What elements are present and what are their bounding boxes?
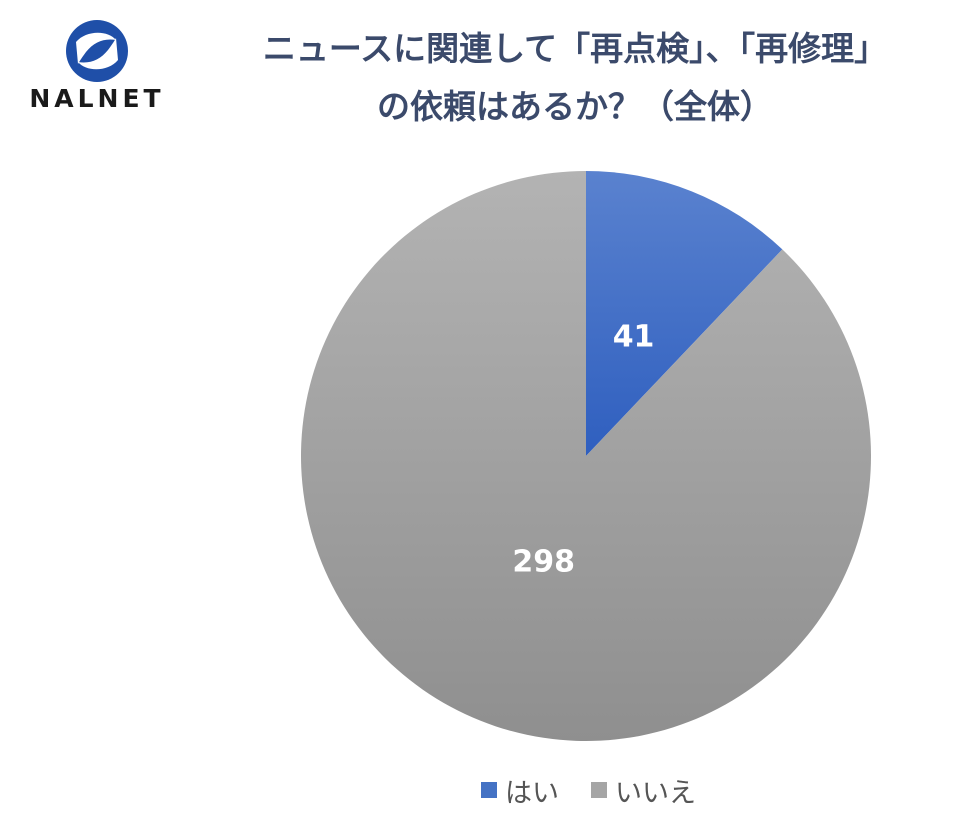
legend-item-no: いいえ <box>591 770 696 810</box>
data-label-no: 298 <box>512 544 575 579</box>
legend-label-no: いいえ <box>615 777 696 809</box>
chart-title-line1: ニュースに関連して「再点検」、「再修理」 <box>262 29 888 68</box>
company-logo: NALNET <box>14 18 180 118</box>
legend-swatch-yes <box>481 782 497 798</box>
logo-mark-icon <box>66 20 128 82</box>
chart-legend: はい いいえ <box>0 770 980 810</box>
pie-slice-yes <box>586 171 783 456</box>
logo-text: NALNET <box>29 84 165 113</box>
pie-slice-no <box>301 171 871 741</box>
legend-swatch-no <box>591 782 607 798</box>
chart-title: ニュースに関連して「再点検」、「再修理」 の依頼はあるか？（全体） <box>180 20 970 136</box>
chart-title-line2: の依頼はあるか？（全体） <box>377 87 773 126</box>
legend-label-yes: はい <box>505 777 559 809</box>
legend-item-yes: はい <box>481 770 559 810</box>
data-label-yes: 41 <box>613 319 655 354</box>
